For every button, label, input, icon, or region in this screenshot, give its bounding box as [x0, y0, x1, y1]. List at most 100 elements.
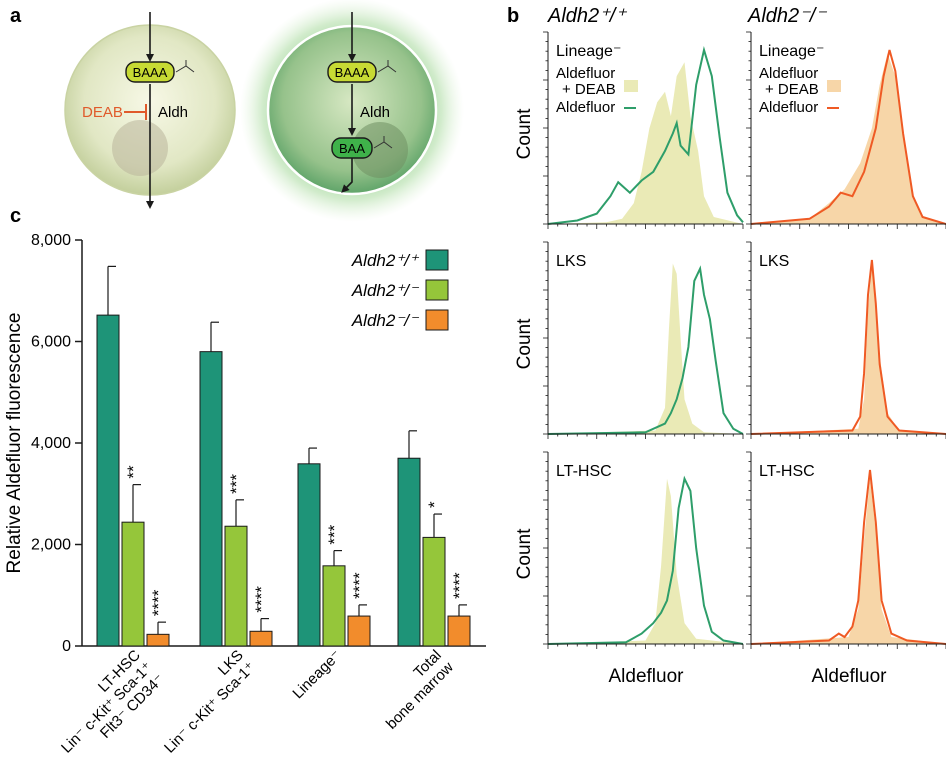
population-label: LT-HSC — [556, 463, 612, 480]
bar — [146, 633, 170, 647]
bar — [121, 521, 145, 647]
significance-label: *** — [325, 524, 344, 544]
substrate-pill-right — [327, 61, 377, 83]
histogram-aldefluor-line — [750, 49, 946, 225]
histogram-panel: LT-HSC Count — [514, 451, 744, 649]
product-pill — [331, 137, 373, 159]
bar — [199, 351, 223, 647]
bar — [347, 615, 371, 647]
legend-swatch — [425, 309, 449, 331]
histogram-aldefluor-line — [547, 475, 744, 645]
bar — [297, 463, 321, 647]
population-label: Lineage⁻ — [759, 43, 824, 60]
legend-aldefluor-label: Aldefluor — [759, 99, 818, 116]
histogram-deab-area — [548, 62, 743, 225]
nucleus-left — [112, 120, 168, 176]
bar — [397, 457, 421, 647]
population-label: LKS — [759, 253, 789, 270]
x-axis-label-ko: Aldefluor — [812, 666, 888, 687]
bar — [224, 525, 248, 647]
aldehyde-group-right — [377, 60, 397, 73]
bar — [249, 630, 273, 647]
significance-label: **** — [252, 586, 271, 613]
bars: ************************* — [96, 265, 471, 647]
aldehyde-group-left — [175, 60, 195, 73]
population-label: LKS — [556, 253, 586, 270]
panel-label-a: a — [10, 5, 22, 27]
panel-label-c: c — [10, 205, 21, 227]
carboxyl-group — [373, 136, 393, 149]
y-axis-label: Relative Aldefluor fluorescence — [4, 313, 25, 574]
histogram-deab-area — [751, 263, 946, 434]
category-label: Lineage⁻ — [289, 647, 344, 702]
panel-a-diagram: BAAA Aldh DEAB BAAA Aldh BAA — [64, 0, 464, 222]
histogram-panel: LKS Count — [514, 241, 744, 439]
significance-label: **** — [149, 589, 168, 616]
substrate-label-right: BAAA — [335, 65, 370, 80]
histogram-aldefluor-line — [547, 265, 744, 435]
count-axis-label: Count — [514, 108, 535, 159]
significance-label: **** — [450, 572, 469, 599]
count-axis-label: Count — [514, 528, 535, 579]
histogram-panel: LKS — [746, 241, 946, 439]
nucleus-right — [352, 122, 408, 178]
population-label: LT-HSC — [759, 463, 815, 480]
significance-label: ** — [124, 465, 143, 479]
substrate-pill-left — [125, 61, 175, 83]
category-label-line: Lin⁻ c-Kit⁺ Sca-1⁺ — [161, 659, 259, 757]
legend-deab-label: Aldefluor — [759, 65, 818, 82]
bar — [447, 615, 471, 647]
y-tick-label: 6,000 — [31, 334, 71, 351]
legend-label: Aldh2⁻/⁻ — [351, 311, 420, 330]
histogram-aldefluor-line — [547, 46, 744, 225]
bar — [422, 536, 446, 647]
legend-swatch — [425, 249, 449, 271]
panel-label-b: b — [507, 5, 519, 27]
significance-label: *** — [227, 474, 246, 494]
substrate-label-left: BAAA — [133, 65, 168, 80]
legend-label: Aldh2⁺/⁻ — [351, 281, 420, 300]
legend-aldefluor-label: Aldefluor — [556, 99, 615, 116]
legend-deab-swatch — [624, 80, 638, 92]
legend-deab-label-line2: + DEAB — [765, 81, 819, 98]
legend-deab-label: Aldefluor — [556, 65, 615, 82]
x-axis-label-wt: Aldefluor — [609, 666, 685, 687]
histogram-deab-area — [751, 53, 946, 224]
histogram-deab-area — [548, 478, 743, 644]
y-tick-label: 8,000 — [31, 232, 71, 249]
panel-b-histograms: Aldh2⁺/⁺ Aldh2⁻/⁻ Lineage⁻ Count Aldefluor… — [514, 5, 946, 687]
legend-label: Aldh2⁺/⁺ — [351, 251, 420, 270]
category-label-line: Lineage⁻ — [289, 647, 344, 702]
y-tick-label: 4,000 — [31, 435, 71, 452]
significance-label: * — [425, 501, 444, 508]
bar — [322, 565, 346, 647]
histogram-aldefluor-line — [750, 259, 946, 435]
deab-label: DEAB — [82, 104, 123, 121]
legend: Aldh2⁺/⁺ Aldh2⁺/⁻ Aldh2⁻/⁻ — [351, 249, 449, 331]
significance-label: **** — [350, 572, 369, 599]
histogram-aldefluor-line — [750, 469, 946, 645]
aldh-label-left: Aldh — [158, 104, 188, 121]
legend-swatch — [425, 279, 449, 301]
panel-c-bar-chart: Relative Aldefluor fluorescence 0 2,000 4,… — [4, 232, 486, 757]
product-label: BAA — [339, 141, 365, 156]
count-axis-label: Count — [514, 318, 535, 369]
column-header-ko: Aldh2⁻/⁻ — [747, 5, 827, 27]
aldh-label-right: Aldh — [360, 104, 390, 121]
population-label: Lineage⁻ — [556, 43, 621, 60]
legend-deab-label-line2: + DEAB — [562, 81, 616, 98]
legend-deab-swatch — [827, 80, 841, 92]
bar — [96, 314, 120, 647]
y-tick-label: 0 — [62, 638, 71, 655]
flow-arrow-right-out — [341, 158, 353, 193]
histogram-panel: LT-HSC — [746, 451, 946, 649]
histogram-deab-area — [751, 478, 946, 644]
